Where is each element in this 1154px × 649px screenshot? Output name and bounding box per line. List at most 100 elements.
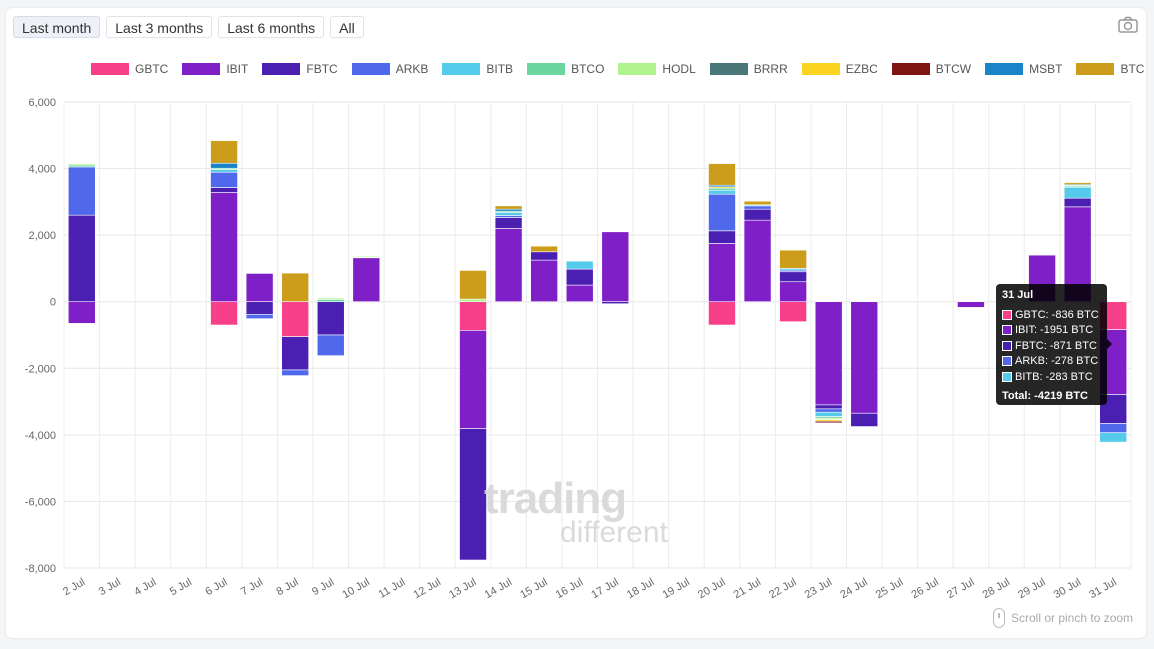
x-tick-label: 29 Jul (1016, 576, 1047, 601)
bar-segment-ibit (352, 257, 381, 303)
x-tick-label: 8 Jul (275, 576, 301, 598)
zoom-hint: Scroll or pinch to zoom (993, 608, 1133, 628)
x-tick-label: 4 Jul (132, 576, 158, 598)
bar-segment-gbtc (708, 301, 736, 326)
bar-segment-btc (779, 249, 807, 269)
legend-item-btco[interactable]: BTCO (527, 62, 604, 76)
tooltip-swatch (1002, 309, 1012, 320)
legend-item-gbtc[interactable]: GBTC (91, 62, 168, 76)
x-tick-label: 30 Jul (1052, 576, 1083, 601)
bar-segment-btc (281, 272, 309, 303)
y-tick-label: 2,000 (28, 230, 56, 242)
bar-segment-bitb (814, 411, 843, 417)
bar-segment-fbtc (494, 217, 523, 229)
bar-segment-fbtc (1063, 197, 1092, 208)
bar-segment-gbtc (459, 301, 487, 331)
x-tick-label: 21 Jul (732, 576, 763, 601)
bar-segment-btc (743, 200, 772, 206)
legend-label: FBTC (306, 62, 338, 76)
bar-segment-arkb (814, 408, 843, 413)
bar-segment-fbtc (850, 412, 879, 427)
bar-segment-gbtc (210, 301, 238, 326)
x-tick-label: 9 Jul (310, 576, 336, 598)
bar-segment-msbt (210, 162, 238, 169)
x-tick-label: 28 Jul (981, 576, 1012, 601)
legend-item-btc[interactable]: BTC (1076, 62, 1144, 76)
tooltip-row-text: IBIT: -1951 BTC (1015, 324, 1094, 337)
tooltip-row-text: FBTC: -871 BTC (1015, 339, 1097, 352)
range-button-all[interactable]: All (330, 16, 364, 38)
x-tick-label: 26 Jul (909, 576, 940, 601)
legend-item-btcw[interactable]: BTCW (891, 62, 972, 76)
legend-item-arkb[interactable]: ARKB (351, 62, 428, 76)
bar-segment-bitb (1063, 186, 1092, 199)
bar-segment-fbtc (67, 214, 96, 303)
bar-segment-ibit (459, 330, 487, 429)
bar-segment-btcw (814, 420, 843, 424)
tooltip-row: ARKB: -278 BTC (1002, 354, 1101, 370)
tooltip-swatch (1002, 356, 1012, 367)
legend-item-bitb[interactable]: BITB (442, 62, 513, 76)
x-tick-label: 19 Jul (660, 576, 691, 601)
watermark-line2: different (560, 516, 668, 549)
bar-segment-arkb (316, 334, 345, 356)
tooltip-swatch (1002, 371, 1012, 382)
tooltip-swatch (1002, 340, 1012, 351)
x-tick-label: 10 Jul (340, 576, 371, 601)
bar-segment-ibit (210, 192, 238, 303)
legend-item-ezbc[interactable]: EZBC (801, 62, 878, 76)
bar-segment-fbtc (708, 230, 736, 244)
range-button-last-month[interactable]: Last month (13, 16, 101, 38)
bar-segment-fbtc (601, 301, 630, 305)
x-tick-label: 18 Jul (625, 576, 656, 601)
bar-segment-fbtc (210, 187, 238, 193)
legend-swatch (91, 63, 129, 75)
x-tick-label: 22 Jul (767, 576, 798, 601)
x-tick-label: 5 Jul (168, 576, 194, 598)
legend-item-ibit[interactable]: IBIT (182, 62, 248, 76)
watermark-line1: trading (484, 474, 627, 523)
tooltip-row: IBIT: -1951 BTC (1002, 323, 1101, 339)
bar-segment-arkb (245, 314, 274, 319)
bar-segment-bitb (210, 169, 238, 173)
x-tick-label: 6 Jul (203, 576, 229, 598)
bar-segment-ibit (814, 301, 843, 406)
bar-segment-ibit (708, 243, 736, 303)
legend-label: BTCW (935, 62, 972, 76)
legend-item-brrr[interactable]: BRRR (709, 62, 788, 76)
legend-swatch (985, 63, 1024, 75)
chart-tooltip: 31 Jul GBTC: -836 BTC IBIT: -1951 BTC FB… (996, 284, 1112, 405)
tooltip-caret (1107, 339, 1112, 349)
bar-segment-ibit (850, 301, 879, 414)
legend-item-hodl[interactable]: HODL (618, 62, 696, 76)
legend-item-fbtc[interactable]: FBTC (262, 62, 338, 76)
bar-segment-fbtc (530, 251, 558, 261)
legend-label: EZBC (845, 62, 878, 76)
range-button-last-3-months[interactable]: Last 3 months (106, 16, 213, 38)
x-tick-label: 27 Jul (945, 576, 976, 601)
legend-label: BTC (1120, 62, 1145, 76)
range-button-group: Last month Last 3 months Last 6 months A… (13, 16, 364, 38)
bar-segment-arkb (67, 166, 96, 216)
bar-segment-fbtc (565, 268, 594, 286)
y-tick-label: 4,000 (28, 164, 56, 176)
legend-swatch (527, 63, 566, 75)
bar-segment-ibit (957, 301, 985, 308)
bar-segment-arkb (210, 171, 238, 188)
camera-icon[interactable] (1118, 16, 1138, 34)
x-tick-label: 12 Jul (412, 576, 443, 601)
bar-segment-fbtc (316, 301, 345, 336)
tooltip-swatch (1002, 325, 1012, 336)
tooltip-row: BITB: -283 BTC (1002, 369, 1101, 385)
legend-item-msbt[interactable]: MSBT (985, 62, 1062, 76)
legend-label: BTCO (571, 62, 605, 76)
bar-segment-ibit (530, 259, 558, 303)
tooltip-row-text: GBTC: -836 BTC (1015, 308, 1099, 321)
range-button-last-6-months[interactable]: Last 6 months (218, 16, 325, 38)
bar-segment-ibit (494, 228, 523, 303)
y-tick-label: 6,000 (28, 97, 56, 109)
bar-segment-btc (1063, 182, 1092, 185)
x-tick-label: 11 Jul (377, 576, 408, 601)
bar-segment-hodl (316, 297, 345, 300)
bar-segment-btc (494, 205, 523, 210)
